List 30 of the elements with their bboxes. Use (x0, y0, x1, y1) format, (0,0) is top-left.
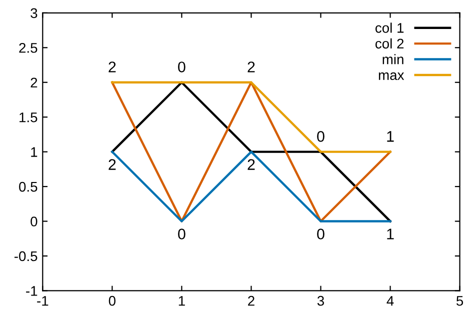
y-tick-label: -0.5 (14, 251, 38, 262)
annotation: 0 (317, 131, 324, 142)
y-tick-label: 3 (30, 8, 38, 18)
y-tick-label: 1 (31, 147, 38, 157)
y-tick-label: 1.5 (20, 112, 38, 122)
y-tick-label: 2.5 (19, 42, 38, 53)
x-tick-label: 3 (317, 296, 324, 306)
x-tick-label: 1 (178, 296, 185, 306)
legend-label: min (382, 54, 404, 64)
x-tick-label: 5 (456, 296, 464, 306)
y-tick-label: 0.5 (19, 182, 38, 192)
annotation: 1 (387, 228, 394, 240)
annotation: 2 (248, 62, 255, 72)
annotation: 2 (108, 159, 116, 170)
legend-label: col 2 (375, 38, 404, 49)
annotation: 0 (178, 62, 186, 72)
annotation: 0 (317, 228, 324, 240)
annotation: 0 (178, 228, 186, 240)
x-tick-label: 0 (108, 296, 116, 306)
y-tick-label: 2 (30, 78, 38, 88)
legend-label: max (378, 72, 404, 80)
annotation: 2 (248, 159, 255, 170)
x-tick-label: 2 (248, 296, 254, 306)
annotation: 2 (108, 62, 116, 72)
y-tick-label: -1 (26, 286, 38, 296)
y-tick-label: 0 (30, 216, 38, 226)
x-tick-label: -1 (37, 296, 48, 306)
annotation: 1 (387, 131, 394, 142)
x-tick-label: 4 (386, 296, 394, 306)
legend-label: col 1 (375, 22, 404, 33)
